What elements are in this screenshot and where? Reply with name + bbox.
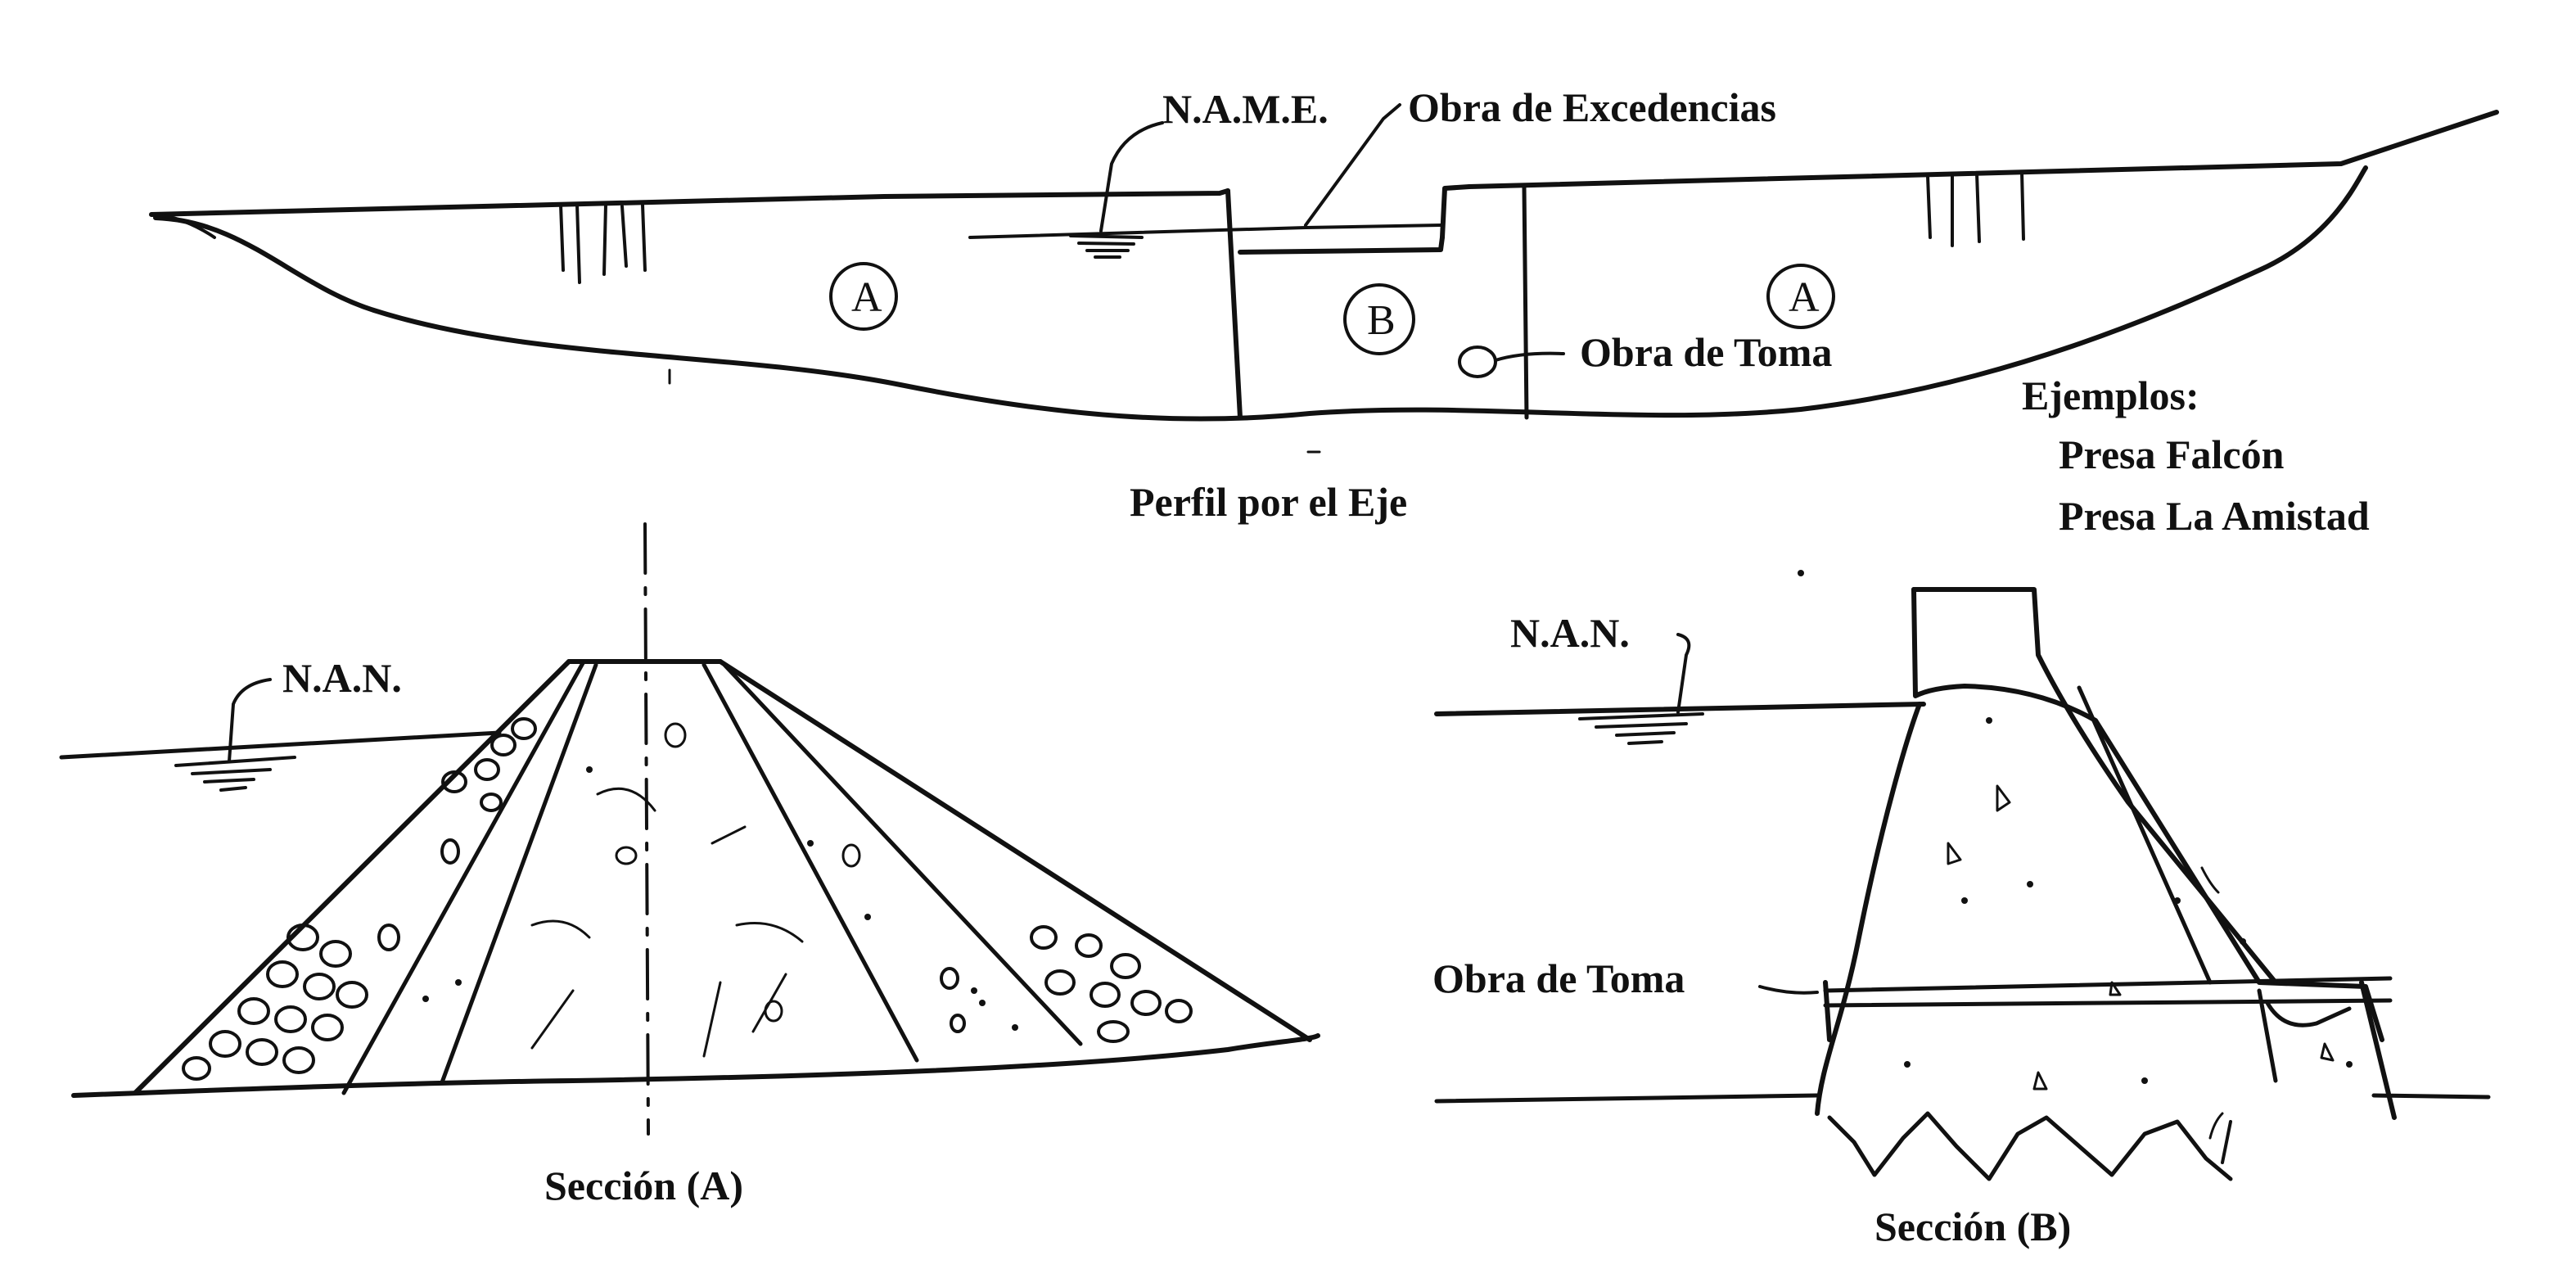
section-b-intake-conduit-bottom [1823,998,2393,1008]
spillway-right-wall [1440,184,1472,240]
section-b-ground-right [2371,1093,2491,1100]
section-a-filter-up-inner [440,662,598,1085]
section-b-foundation-tick [2221,1120,2232,1164]
section-a-earth-dam: N.A.N. Sección (A) [59,522,1320,1208]
zone-a-left-circle [829,262,898,331]
examples-block: Ejemplos: Presa Falcón Presa La Amistad [2022,373,2370,539]
profile-crest-line [149,188,1230,217]
section-b-crest-block [1911,587,2278,985]
example-item-1: Presa Falcón [2059,431,2285,477]
zone-b-circle [1343,283,1415,355]
zone-a-left-label: A [851,274,882,321]
section-b-downstream-wall [2359,980,2397,1120]
section-a-caption: Sección (A) [544,1163,743,1208]
section-b-concrete-texture [1798,570,2353,1140]
profile-left-abutment [150,213,216,239]
zone-a-right-circle [1766,264,1835,329]
section-a-water-line [59,730,502,760]
section-a-upstream-slope [133,659,571,1095]
section-b-intake-gate [1823,980,1832,1042]
name-label: N.A.M.E. [1162,86,1329,132]
section-b-dam-body [1911,587,2384,1042]
section-b-apron [2257,988,2278,1083]
zone-a-right-label: A [1789,274,1820,321]
section-a-center-axis [643,522,650,1136]
section-b-downstream-face [2077,685,2213,985]
section-a-core-texture [422,722,977,1058]
section-b-foundation [1827,1111,2233,1181]
spillway-crest [1238,235,1445,255]
section-a-riprap-downstream [940,925,1193,1043]
section-a-riprap-upstream [182,717,537,1081]
section-b-nan-leader [1676,633,1691,714]
example-item-2: Presa La Amistad [2059,493,2370,539]
name-leader-line [1099,121,1164,233]
profile-crest-line-right [1467,110,2499,189]
intake-label: Obra de Toma [1580,329,1832,375]
name-water-symbol [1069,234,1144,259]
section-b-stilling-basin [2265,1000,2352,1027]
section-b-ground-left [1434,1093,1820,1104]
profile-hatch-right [1926,170,2025,247]
section-b-nan-label: N.A.N. [1510,610,1630,656]
intake-leader-line [1494,351,1565,362]
section-a-water-symbol [174,756,296,792]
section-b-intake-label: Obra de Toma [1432,955,1685,1001]
section-b-upstream-face [1815,702,1922,1116]
profile-caption: Perfil por el Eje [1130,479,1407,525]
spillway-label: Obra de Excedencias [1408,84,1776,130]
zone-b-label: B [1367,297,1396,344]
examples-heading: Ejemplos: [2022,373,2199,418]
name-water-line [968,224,1442,239]
spillway-leader-line [1304,103,1401,227]
section-a-filter-down-outer [722,662,1083,1046]
section-b-water-symbol [1578,712,1704,745]
intake-opening [1458,345,1497,378]
section-a-nan-label: N.A.N. [282,655,402,701]
section-b-caption: Sección (B) [1874,1204,2071,1249]
section-a-ground [71,1033,1320,1098]
section-b-intake-leader [1758,985,1819,995]
section-a-filter-down-inner [702,662,919,1063]
zone-divider-right [1522,184,1529,420]
spillway-block [1225,188,1243,420]
section-a-downstream-slope [718,659,1312,1042]
section-b-intake-conduit-top [1823,976,2393,993]
profile-valley-line [153,165,2368,422]
section-b-concrete-dam: N.A.N. Obra de Toma Sección (B) [1432,570,2491,1249]
profile-hatch-left [559,203,647,284]
section-a-filter-up-outer [341,661,585,1095]
axis-profile: A B A N.A.M.E. Obra de Excedencias Obra … [149,84,2499,525]
section-a-nan-leader [228,678,272,763]
